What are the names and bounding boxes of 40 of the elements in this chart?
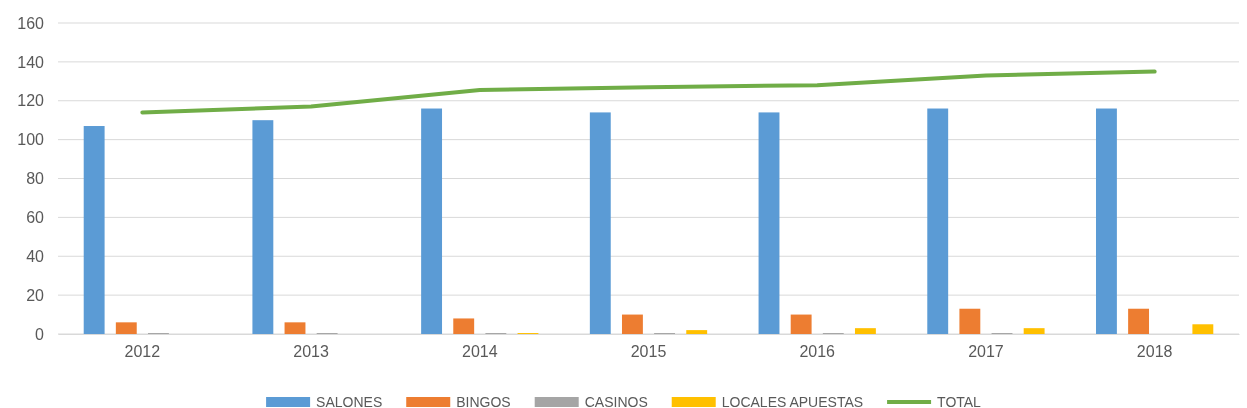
y-tick-label: 80 — [26, 170, 45, 188]
x-tick-label: 2013 — [293, 343, 329, 361]
bar — [927, 108, 949, 334]
legend-label: LOCALES APUESTAS — [721, 394, 864, 408]
bar — [115, 322, 137, 334]
bar — [252, 120, 274, 334]
legend-label: BINGOS — [456, 394, 511, 408]
bar — [1095, 108, 1117, 334]
bar — [854, 328, 876, 334]
x-tick-label: 2012 — [124, 343, 161, 361]
y-tick-label: 140 — [17, 53, 45, 71]
y-tick-label: 100 — [17, 131, 45, 149]
bar — [790, 314, 812, 334]
bar — [421, 108, 443, 334]
bar — [83, 126, 105, 334]
bar — [453, 318, 475, 334]
bar — [686, 330, 708, 334]
bar — [1192, 324, 1214, 334]
y-tick-label: 120 — [17, 92, 45, 110]
bar — [589, 112, 611, 334]
bar — [1023, 328, 1045, 334]
y-tick-label: 0 — [35, 325, 45, 343]
legend-label: TOTAL — [937, 394, 982, 408]
bar — [284, 322, 306, 334]
bar — [959, 308, 981, 334]
bar — [758, 112, 780, 334]
y-tick-label: 40 — [26, 247, 45, 265]
y-tick-label: 20 — [26, 286, 45, 304]
x-tick-label: 2018 — [1136, 343, 1173, 361]
x-tick-label: 2014 — [461, 343, 498, 361]
x-tick-label: 2016 — [799, 343, 836, 361]
line-series — [140, 69, 1157, 115]
y-tick-label: 160 — [17, 14, 45, 32]
bar — [1128, 308, 1150, 334]
bar — [621, 314, 643, 334]
y-tick-label: 60 — [26, 208, 45, 226]
x-tick-label: 2017 — [968, 343, 1004, 361]
legend-label: CASINOS — [584, 394, 648, 408]
x-tick-label: 2015 — [630, 343, 667, 361]
legend-label: SALONES — [316, 394, 383, 408]
